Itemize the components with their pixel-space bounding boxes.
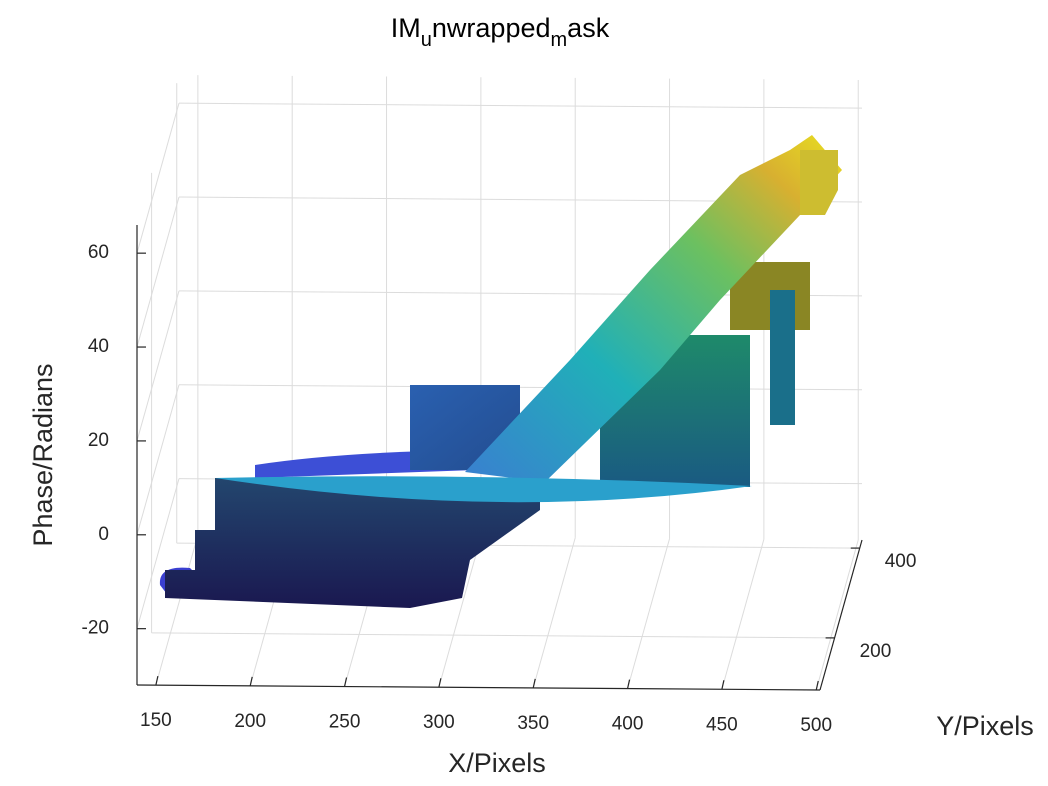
z-tick-label: 40 <box>88 336 109 357</box>
title-part: nwrapped <box>432 13 551 43</box>
tick-mark <box>438 678 442 688</box>
x-tick-label: 350 <box>517 713 549 734</box>
grid-line <box>627 538 671 689</box>
x-tick-label: 300 <box>423 712 455 733</box>
grid-line <box>136 290 180 442</box>
x-tick-label: 500 <box>800 715 832 736</box>
chart-title: IMunwrappedmask <box>391 13 610 51</box>
z-axis-title: Phase/Radians <box>28 363 58 546</box>
surface-patch <box>165 478 540 608</box>
z-tick-label: 60 <box>88 242 109 263</box>
x-tick-label: 450 <box>706 714 738 735</box>
x-tick-label: 400 <box>612 714 644 735</box>
title-part: IM <box>391 13 421 43</box>
surface-patch <box>215 476 752 503</box>
z-tick-label: -20 <box>82 618 109 639</box>
z-tick-label: 20 <box>88 430 109 451</box>
y-axis-title: Y/Pixels <box>936 711 1034 741</box>
grid-line <box>136 384 180 535</box>
grid-line <box>178 384 863 391</box>
surface-patch <box>770 290 795 425</box>
grid-line <box>815 539 859 691</box>
grid-line <box>136 478 180 629</box>
grid-line <box>151 632 835 639</box>
grid-line <box>532 537 576 689</box>
title-part: ask <box>567 13 610 43</box>
surface <box>159 135 842 608</box>
axis-layer: 150 200 250 300 350 400 450 500 200 400 -20 0 20 40 60 <box>82 225 917 736</box>
tick-mark <box>155 676 159 686</box>
tick-mark <box>249 676 253 686</box>
grid-line <box>136 196 180 348</box>
z-tick-label: 0 <box>98 524 109 545</box>
y-axis <box>819 539 863 691</box>
title-part: m <box>551 29 568 51</box>
tick-mark <box>626 679 631 689</box>
x-tick-label: 150 <box>140 710 172 731</box>
x-tick-label: 200 <box>234 711 266 732</box>
tick-mark <box>343 677 348 687</box>
x-axis-title: X/Pixels <box>448 748 546 778</box>
tick-mark <box>721 680 725 690</box>
surface-patch <box>465 135 842 482</box>
grid-line <box>178 102 863 109</box>
y-tick-label: 200 <box>860 641 892 662</box>
y-tick-label: 400 <box>885 551 917 572</box>
grid-line <box>155 535 199 686</box>
tick-mark <box>815 680 819 691</box>
tick-mark <box>532 678 536 689</box>
x-axis <box>136 684 821 691</box>
grid-line <box>136 103 180 254</box>
title-part: u <box>421 29 432 51</box>
x-tick-label: 250 <box>329 712 361 733</box>
surface-patch <box>800 150 838 215</box>
grid-line <box>438 537 482 688</box>
grid-line <box>721 539 765 690</box>
